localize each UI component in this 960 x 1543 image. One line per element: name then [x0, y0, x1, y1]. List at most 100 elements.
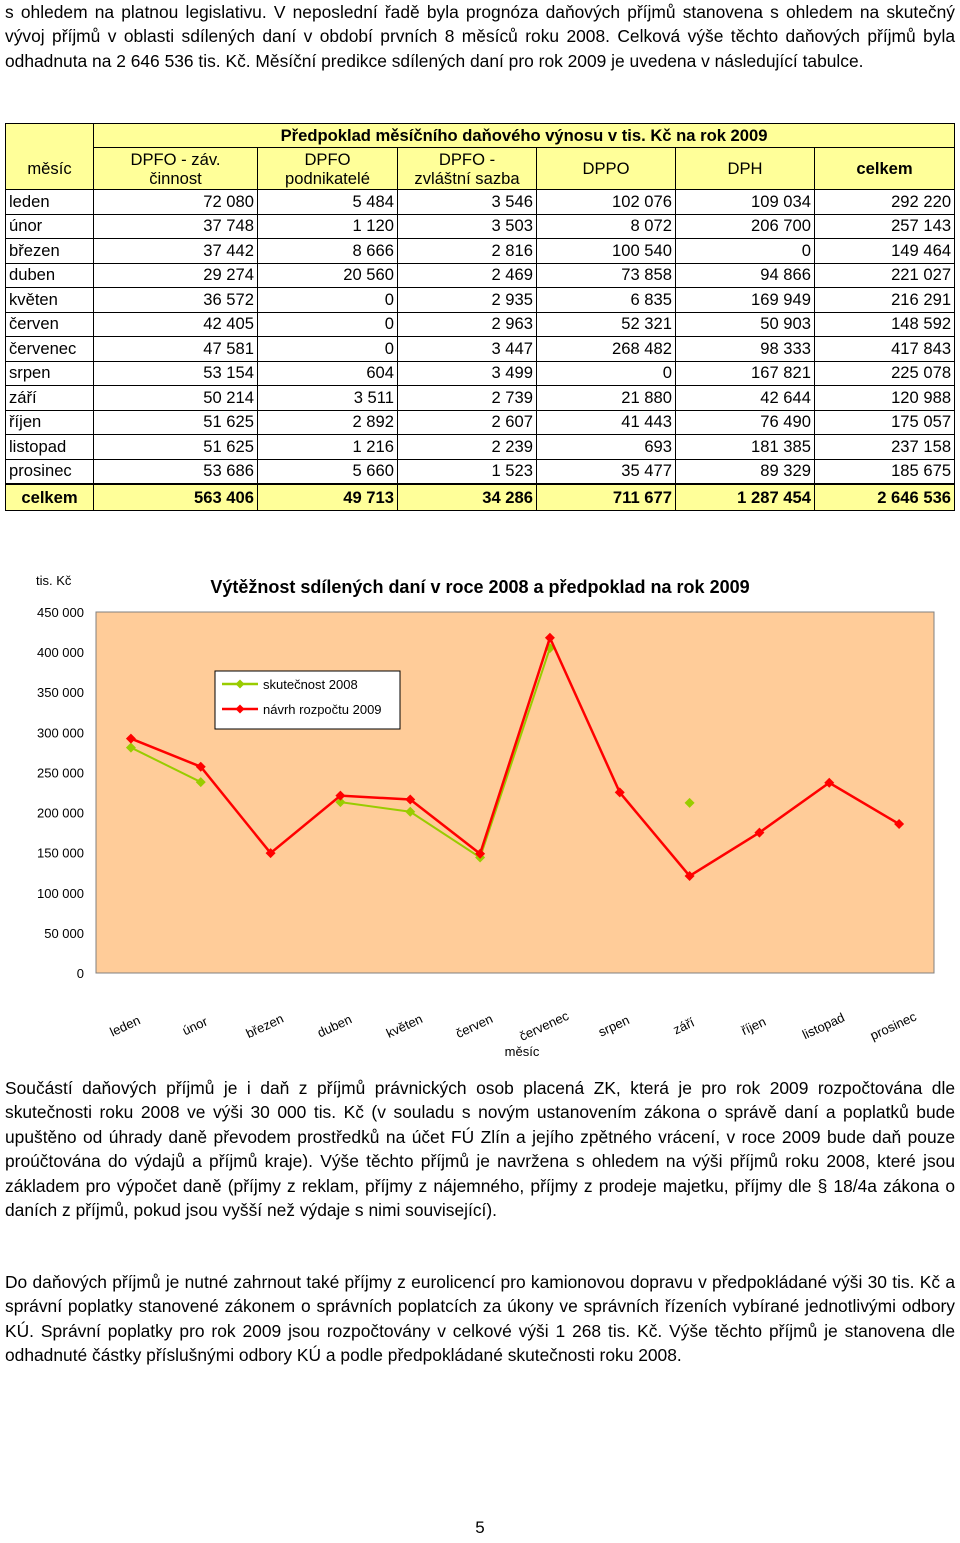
header-total: celkem [813, 147, 956, 190]
value-cell: 3 503 [397, 213, 537, 239]
data-point [684, 870, 695, 881]
data-point [405, 794, 416, 805]
data-point [195, 761, 206, 772]
table-row: prosinec 53 686 5 660 1 523 35 477 89 329 185 … [5, 458, 956, 485]
value-cell: 51 625 [93, 409, 258, 435]
table-row: červenec 47 581 0 3 447 268 482 98 333 417 843 [5, 336, 956, 362]
value-cell: 3 511 [257, 385, 398, 411]
value-cell: 53 686 [93, 458, 258, 485]
y-tick-label: 350 000 [37, 685, 84, 700]
value-cell: 76 490 [675, 409, 815, 435]
series-line [130, 746, 202, 783]
value-cell: 50 214 [93, 385, 258, 411]
intro-paragraph: s ohledem na platnou legislativu. V nepo… [5, 2, 955, 71]
data-point [614, 787, 625, 798]
value-cell: 2 963 [397, 311, 537, 337]
y-tick-label: 400 000 [37, 645, 84, 660]
month-header-top [5, 123, 94, 148]
y-tick-label: 450 000 [37, 605, 84, 620]
value-cell: 3 447 [397, 336, 537, 362]
chart-title: Výtěžnost sdílených daní v roce 2008 a p… [210, 577, 749, 597]
x-tick-label: květen [384, 1011, 425, 1041]
value-cell: 149 464 [813, 238, 956, 264]
value-cell: 8 666 [257, 238, 398, 264]
value-cell: 2 739 [397, 385, 537, 411]
x-tick-label: listopad [800, 1010, 847, 1043]
value-cell: 35 477 [536, 458, 676, 485]
legend-box [214, 670, 401, 730]
data-point [475, 848, 486, 859]
x-tick-label: srpen [596, 1012, 632, 1039]
value-cell: 51 625 [93, 434, 258, 460]
series-line [130, 634, 900, 878]
table-row: leden 72 080 5 484 3 546 102 076 109 034 292 2… [5, 189, 956, 215]
value-cell: 167 821 [675, 360, 815, 386]
header-dpfo-podnikatele: DPFO podnikatelé [257, 147, 398, 190]
value-cell: 47 581 [93, 336, 258, 362]
table-row: březen 37 442 8 666 2 816 100 540 0 149 464 [5, 238, 956, 264]
x-tick-label: leden [107, 1012, 142, 1039]
paragraph-dppo: Součástí daňových příjmů je i daň z příj… [5, 1078, 955, 1221]
table-row: květen 36 572 0 2 935 6 835 169 949 216 291 [5, 287, 956, 313]
month-cell: listopad [5, 434, 94, 460]
value-cell: 2 892 [257, 409, 398, 435]
value-cell: 181 385 [675, 434, 815, 460]
header-dpfo-zvlastni: DPFO - zvláštní sazba [397, 147, 537, 190]
series-line [340, 647, 551, 860]
value-cell: 0 [675, 238, 815, 264]
page-number: 5 [475, 1518, 485, 1537]
month-cell: říjen [5, 409, 94, 435]
x-tick-label: září [671, 1014, 697, 1037]
value-cell: 94 866 [675, 262, 815, 288]
month-cell: květen [5, 287, 94, 313]
x-tick-label: březen [243, 1011, 285, 1041]
data-point [824, 777, 835, 788]
value-cell: 0 [536, 360, 676, 386]
value-cell: 257 143 [813, 213, 956, 239]
month-cell: prosinec [5, 458, 94, 485]
value-cell: 2 935 [397, 287, 537, 313]
legend-label: návrh rozpočtu 2009 [263, 702, 382, 717]
value-cell: 41 443 [536, 409, 676, 435]
value-cell: 268 482 [536, 336, 676, 362]
total-cell: 2 646 536 [813, 483, 956, 511]
data-point [125, 742, 136, 753]
y-tick-label: 250 000 [37, 765, 84, 780]
value-cell: 216 291 [813, 287, 956, 313]
value-cell: 2 816 [397, 238, 537, 264]
value-cell: 3 546 [397, 189, 537, 215]
value-cell: 417 843 [813, 336, 956, 362]
tax-forecast-table: Předpoklad měsíčního daňového výnosu v t… [5, 123, 956, 511]
data-point [125, 733, 136, 744]
data-point [405, 806, 416, 817]
total-label: celkem [5, 483, 94, 511]
data-point [684, 797, 695, 808]
month-cell: červen [5, 311, 94, 337]
value-cell: 73 858 [536, 262, 676, 288]
x-tick-label: červenec [517, 1008, 572, 1044]
y-tick-label: 150 000 [37, 846, 84, 861]
value-cell: 3 499 [397, 360, 537, 386]
header-dph: DPH [675, 147, 815, 190]
month-header: měsíc [5, 147, 94, 190]
month-cell: březen [5, 238, 94, 264]
value-cell: 109 034 [675, 189, 815, 215]
table-row: srpen 53 154 604 3 499 0 167 821 225 078 [5, 360, 956, 386]
value-cell: 2 239 [397, 434, 537, 460]
value-cell: 0 [257, 287, 398, 313]
month-cell: leden [5, 189, 94, 215]
value-cell: 169 949 [675, 287, 815, 313]
value-cell: 89 329 [675, 458, 815, 485]
data-point [894, 819, 905, 830]
value-cell: 37 748 [93, 213, 258, 239]
y-tick-label: 0 [77, 966, 84, 981]
x-tick-label: prosinec [868, 1009, 919, 1044]
month-cell: duben [5, 262, 94, 288]
value-cell: 6 835 [536, 287, 676, 313]
table-row: únor 37 748 1 120 3 503 8 072 206 700 257 143 [5, 213, 956, 239]
value-cell: 8 072 [536, 213, 676, 239]
value-cell: 2 607 [397, 409, 537, 435]
total-row: celkem 563 406 49 713 34 286 711 677 1 2… [5, 483, 956, 511]
x-tick-label: duben [315, 1011, 354, 1040]
value-cell: 221 027 [813, 262, 956, 288]
